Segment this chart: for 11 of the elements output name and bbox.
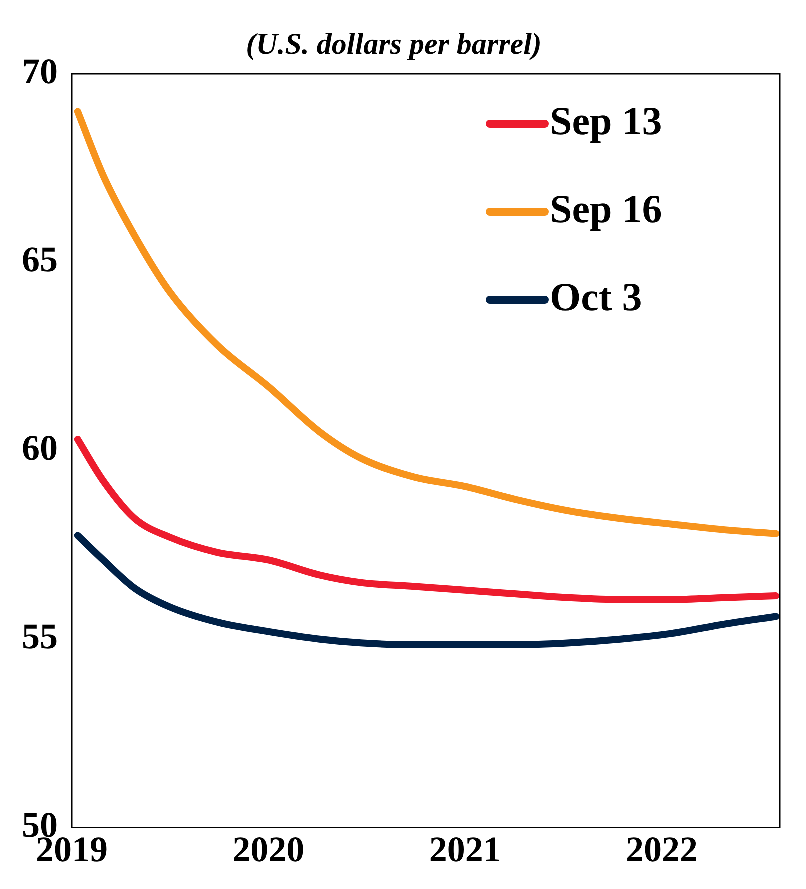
x-tick-label: 2020 [232, 830, 305, 870]
x-tick-label: 2021 [429, 830, 502, 870]
y-tick-label: 60 [22, 428, 58, 468]
legend-label: Oct 3 [550, 274, 642, 320]
legend-label: Sep 13 [550, 98, 662, 144]
legend-label: Sep 16 [550, 186, 662, 232]
y-tick-label: 65 [22, 240, 58, 280]
y-tick-label: 70 [22, 51, 58, 92]
x-tick-label: 2022 [626, 830, 698, 870]
chart-subtitle: (U.S. dollars per barrel) [246, 28, 542, 61]
y-tick-label: 55 [22, 616, 58, 657]
